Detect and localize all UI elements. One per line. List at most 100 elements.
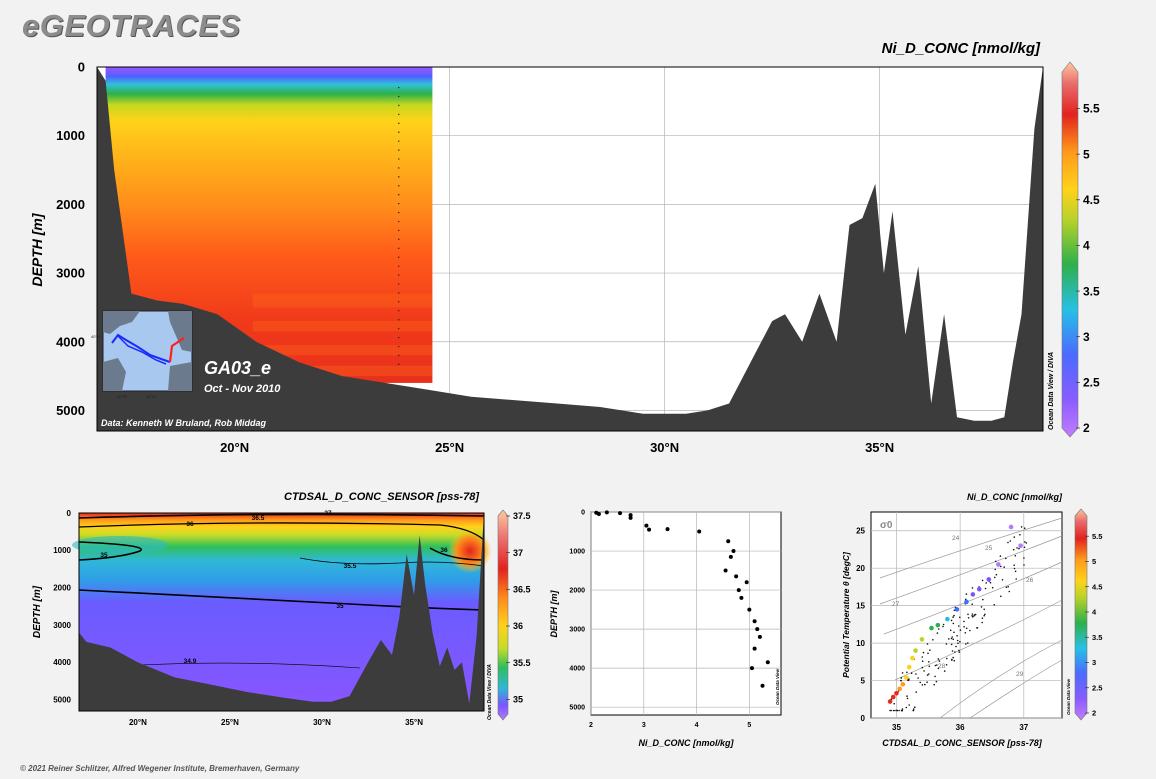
profile-point (747, 607, 752, 612)
main-colorbar-ticks: 2 2.5 3 3.5 4 4.5 5 5.5 (1076, 102, 1100, 435)
x-tick-label: 20°N (129, 718, 147, 727)
ts-ni-point (945, 616, 950, 622)
ts-sample-point (965, 643, 967, 645)
ts-sample-point (893, 702, 895, 705)
ts-sample-point (956, 639, 959, 642)
station-sample-dot (398, 113, 400, 116)
station-sample-dot (398, 283, 400, 285)
ts-sample-point (1001, 579, 1004, 581)
y-tick-label: 0 (78, 60, 85, 75)
x-tick-label: 30°N (313, 718, 331, 727)
station-sample-dot (398, 265, 400, 267)
y-tick-label: 15 (856, 601, 865, 610)
ts-sample-point (1024, 541, 1026, 543)
ts-sample-point (1013, 536, 1016, 538)
station-sample-dot (398, 220, 400, 223)
cruise-track-blue (111, 333, 171, 363)
data-credit: Data: Kenneth W Bruland, Rob Middag (101, 418, 266, 428)
profile-software-credit: Ocean Data View (775, 668, 780, 705)
ts-sample-point (971, 603, 973, 605)
cruise-dates: Oct - Nov 2010 (204, 383, 281, 395)
y-tick-label: 25 (856, 527, 865, 536)
station-sample-dot (398, 95, 400, 98)
ts-sample-point (926, 681, 928, 683)
ts-sample-point (926, 643, 929, 645)
profile-point (757, 634, 762, 639)
ts-chart-title: Ni_D_CONC [nmol/kg] (967, 492, 1063, 502)
x-tick-label: 20°N (220, 440, 249, 455)
x-tick-label: 35 (892, 723, 901, 732)
x-tick-label: 2 (589, 722, 593, 729)
colorbar-tick-label: 3 (1092, 658, 1096, 667)
ts-sample-point (937, 667, 940, 670)
profile-point (749, 666, 754, 671)
ts-sample-point (949, 629, 952, 632)
colorbar-tick-label: 5 (1092, 557, 1096, 566)
ts-sample-point (906, 671, 908, 674)
station-sample-dot (398, 211, 400, 214)
ts-sample-point (908, 704, 910, 706)
ts-ni-point (976, 586, 982, 592)
ts-sample-point (1007, 585, 1009, 588)
ts-sample-point (924, 683, 926, 686)
y-tick-label: 20 (856, 564, 865, 573)
ts-sample-point (981, 617, 984, 619)
ts-sample-point (958, 625, 960, 627)
ts-points (887, 524, 1028, 712)
ts-sample-point (921, 656, 924, 658)
ts-sample-point (908, 678, 910, 680)
ts-sample-point (957, 642, 959, 645)
y-tick-label: 2000 (56, 197, 85, 212)
main-bathymetry (97, 67, 1043, 431)
x-tick-label: 5 (747, 722, 751, 729)
y-tick-label: 10 (856, 639, 865, 648)
ts-sample-point (1013, 564, 1015, 566)
ts-sample-point (995, 573, 998, 576)
ts-sample-point (952, 638, 954, 641)
ts-sample-point (950, 637, 953, 640)
ts-sample-point (955, 645, 957, 648)
ts-sample-point (1005, 586, 1008, 589)
ts-sample-point (994, 568, 996, 571)
ts-sample-point (936, 632, 939, 634)
y-tick-label: 5000 (53, 696, 71, 705)
y-tick-label: 0 (67, 509, 72, 518)
station-sample-dot (398, 238, 400, 241)
cruise-track-inset-map: 40°N 80°W 40°W (91, 310, 193, 399)
salinity-section-chart: CTDSAL_D_CONC_SENSOR [pss-78] 3636.53735… (32, 491, 531, 727)
ts-sample-point (1019, 534, 1021, 536)
ts-sample-point (963, 626, 965, 628)
station-sample-dot (398, 185, 400, 187)
profile-point (697, 529, 702, 534)
copyright-note: © 2021 Reiner Schlitzer, Alfred Wegener … (20, 764, 300, 773)
ts-ni-point (900, 681, 906, 687)
main-y-axis-label: DEPTH [m] (29, 212, 45, 286)
ts-sample-point (1009, 540, 1012, 542)
ts-sample-point (971, 615, 973, 617)
profile-points (594, 510, 770, 688)
ts-sample-point (946, 657, 948, 660)
ts-y-ticks: 0 5 10 15 20 25 (856, 527, 865, 723)
ts-sample-point (936, 664, 938, 666)
ts-sample-point (933, 683, 935, 686)
profile-point (739, 595, 744, 600)
profile-gridlines (590, 511, 781, 715)
colorbar-tick-label: 36 (513, 621, 523, 631)
ts-sample-point (942, 623, 945, 626)
ts-sample-point (1015, 578, 1017, 580)
ts-sample-point (980, 606, 983, 608)
ts-sample-point (994, 576, 996, 579)
ts-sample-point (1014, 555, 1017, 557)
ts-ni-point (906, 664, 912, 670)
colorbar-tick-label: 37 (513, 548, 523, 558)
cruise-track-blue-2 (117, 335, 167, 365)
svg-text:80°W: 80°W (117, 394, 127, 399)
y-tick-label: 5 (861, 676, 866, 685)
ni-band (252, 293, 433, 308)
profile-point (647, 527, 652, 532)
ts-sample-point (952, 622, 955, 625)
ts-sample-point (900, 679, 902, 682)
ts-sample-point (1012, 548, 1015, 551)
ts-sample-point (959, 616, 961, 619)
